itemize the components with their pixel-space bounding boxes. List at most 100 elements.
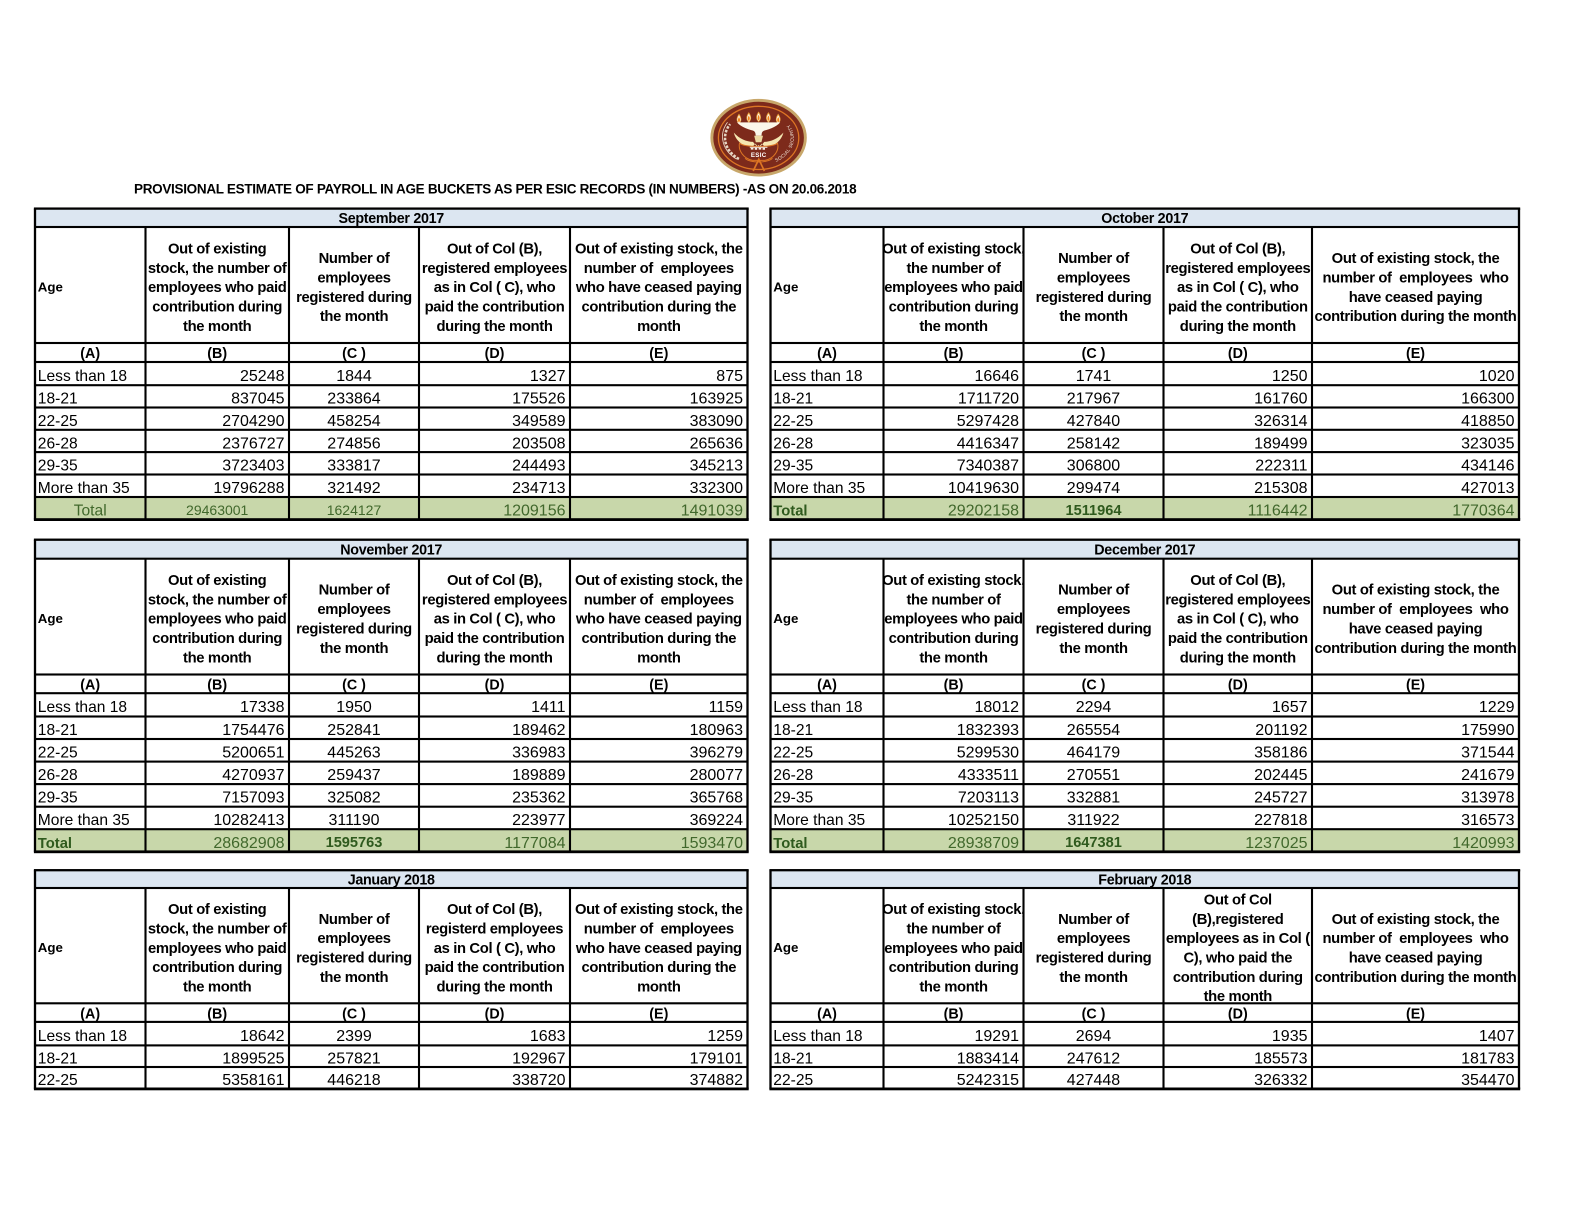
svg-text:Out of existing stock, the: Out of existing stock, the bbox=[575, 573, 743, 589]
svg-text:during the month: during the month bbox=[436, 319, 552, 335]
svg-text:February 2018: February 2018 bbox=[1098, 873, 1191, 889]
svg-text:28682908: 28682908 bbox=[213, 835, 284, 852]
svg-text:306800: 306800 bbox=[1067, 458, 1120, 475]
svg-text:323035: 323035 bbox=[1461, 435, 1514, 452]
svg-text:contribution during the: contribution during the bbox=[581, 960, 736, 976]
svg-text:5200651: 5200651 bbox=[222, 745, 284, 762]
svg-text:the month: the month bbox=[1059, 970, 1128, 986]
svg-text:22-25: 22-25 bbox=[38, 1072, 78, 1089]
svg-text:who have ceased paying: who have ceased paying bbox=[575, 941, 742, 957]
svg-text:who have ceased paying: who have ceased paying bbox=[575, 612, 742, 628]
svg-text:5297428: 5297428 bbox=[957, 413, 1019, 430]
svg-text:Less than 18: Less than 18 bbox=[773, 1028, 862, 1045]
svg-text:Out of existing: Out of existing bbox=[168, 902, 267, 918]
svg-text:163925: 163925 bbox=[690, 391, 743, 408]
svg-text:paid the contribution: paid the contribution bbox=[425, 960, 565, 976]
svg-text:number of employees who: number of employees who bbox=[1322, 602, 1508, 618]
svg-text:Age: Age bbox=[38, 611, 63, 626]
svg-text:1935: 1935 bbox=[1272, 1028, 1308, 1045]
svg-text:5299530: 5299530 bbox=[957, 745, 1019, 762]
svg-text:223977: 223977 bbox=[512, 812, 565, 829]
svg-text:employees who paid: employees who paid bbox=[884, 612, 1023, 628]
svg-text:employees: employees bbox=[317, 602, 390, 618]
svg-text:More than 35: More than 35 bbox=[38, 812, 130, 829]
svg-text:427013: 427013 bbox=[1461, 480, 1514, 497]
svg-text:259437: 259437 bbox=[327, 767, 380, 784]
svg-text:(D): (D) bbox=[1228, 678, 1248, 694]
svg-text:369224: 369224 bbox=[690, 812, 743, 829]
svg-text:374882: 374882 bbox=[690, 1072, 743, 1089]
svg-text:registered during: registered during bbox=[296, 621, 412, 637]
svg-text:November 2017: November 2017 bbox=[340, 543, 442, 559]
svg-text:More than 35: More than 35 bbox=[38, 480, 130, 497]
svg-text:Number of: Number of bbox=[1058, 583, 1129, 599]
svg-text:employees who paid: employees who paid bbox=[884, 280, 1023, 296]
svg-text:252841: 252841 bbox=[327, 722, 380, 739]
svg-text:number of employees: number of employees bbox=[584, 592, 734, 608]
svg-text:19796288: 19796288 bbox=[213, 480, 284, 497]
svg-text:as in Col ( C), who: as in Col ( C), who bbox=[434, 941, 556, 957]
svg-text:registered employees: registered employees bbox=[1165, 261, 1310, 277]
svg-text:number of employees: number of employees bbox=[584, 921, 734, 937]
svg-text:427448: 427448 bbox=[1067, 1072, 1120, 1089]
svg-text:175990: 175990 bbox=[1461, 722, 1514, 739]
svg-text:29202158: 29202158 bbox=[948, 503, 1019, 520]
svg-text:during the month: during the month bbox=[1180, 319, 1296, 335]
svg-text:(B): (B) bbox=[944, 678, 964, 694]
svg-text:employees: employees bbox=[1057, 271, 1130, 287]
svg-text:5358161: 5358161 bbox=[222, 1072, 284, 1089]
svg-text:258142: 258142 bbox=[1067, 435, 1120, 452]
svg-text:4270937: 4270937 bbox=[222, 767, 284, 784]
svg-text:464179: 464179 bbox=[1067, 745, 1120, 762]
svg-text:336983: 336983 bbox=[512, 745, 565, 762]
svg-text:217967: 217967 bbox=[1067, 391, 1120, 408]
svg-text:(B): (B) bbox=[207, 678, 227, 694]
svg-text:332300: 332300 bbox=[690, 480, 743, 497]
svg-text:employees: employees bbox=[1057, 931, 1130, 947]
svg-text:the month: the month bbox=[919, 650, 988, 666]
svg-text:1595763: 1595763 bbox=[326, 835, 383, 851]
svg-text:1593470: 1593470 bbox=[681, 835, 743, 852]
svg-text:189889: 189889 bbox=[512, 767, 565, 784]
svg-text:the month: the month bbox=[919, 980, 988, 996]
svg-text:Out of Col (B),: Out of Col (B), bbox=[1190, 241, 1285, 257]
svg-text:233864: 233864 bbox=[327, 391, 380, 408]
svg-text:registered employees: registered employees bbox=[422, 261, 567, 277]
svg-text:registered during: registered during bbox=[1036, 621, 1152, 637]
svg-text:have ceased paying: have ceased paying bbox=[1349, 290, 1483, 306]
svg-text:265636: 265636 bbox=[690, 435, 743, 452]
svg-text:during the month: during the month bbox=[436, 650, 552, 666]
svg-text:371544: 371544 bbox=[1461, 745, 1514, 762]
svg-text:stock, the number of: stock, the number of bbox=[148, 921, 287, 937]
svg-text:September 2017: September 2017 bbox=[338, 211, 444, 227]
svg-text:registered during: registered during bbox=[296, 951, 412, 967]
svg-text:contribution during: contribution during bbox=[1173, 970, 1303, 986]
svg-text:contribution during: contribution during bbox=[889, 631, 1019, 647]
svg-text:179101: 179101 bbox=[690, 1051, 743, 1068]
svg-text:1020: 1020 bbox=[1479, 368, 1515, 385]
svg-text:25248: 25248 bbox=[240, 368, 285, 385]
svg-text:Less than 18: Less than 18 bbox=[38, 368, 127, 385]
svg-text:29463001: 29463001 bbox=[186, 502, 249, 518]
svg-text:ESIC: ESIC bbox=[751, 152, 767, 159]
svg-text:number of employees who: number of employees who bbox=[1322, 931, 1508, 947]
svg-text:321492: 321492 bbox=[327, 480, 380, 497]
svg-text:313978: 313978 bbox=[1461, 790, 1514, 807]
svg-text:161760: 161760 bbox=[1254, 391, 1307, 408]
svg-text:358186: 358186 bbox=[1254, 745, 1307, 762]
svg-text:1511964: 1511964 bbox=[1065, 503, 1122, 519]
svg-text:contribution during: contribution during bbox=[152, 300, 282, 316]
svg-text:the number of: the number of bbox=[906, 261, 1001, 277]
svg-text:18642: 18642 bbox=[240, 1028, 285, 1045]
svg-text:the month: the month bbox=[183, 650, 252, 666]
svg-text:(E): (E) bbox=[1406, 678, 1425, 694]
svg-text:(B): (B) bbox=[944, 346, 964, 362]
svg-text:Out of Col (B),: Out of Col (B), bbox=[1190, 573, 1285, 589]
svg-text:as in Col ( C), who: as in Col ( C), who bbox=[1177, 612, 1299, 628]
svg-text:Total: Total bbox=[38, 836, 72, 852]
svg-text:employees: employees bbox=[1057, 602, 1130, 618]
svg-text:1250: 1250 bbox=[1272, 368, 1308, 385]
svg-text:1754476: 1754476 bbox=[222, 722, 284, 739]
svg-text:19291: 19291 bbox=[975, 1028, 1020, 1045]
svg-text:registered during: registered during bbox=[1036, 951, 1152, 967]
